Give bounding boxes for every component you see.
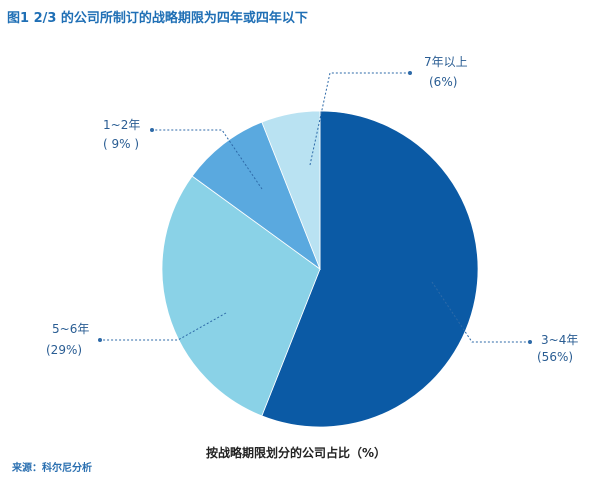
source-note: 来源：科尔尼分析 [11, 461, 92, 474]
slice-label-3-4: 3~4年 [541, 333, 578, 347]
pie-slice-3 [261, 110, 321, 270]
leader-dot-3-4 [528, 340, 532, 344]
slice-label-1-2: 1~2年 [103, 118, 140, 132]
slice-value-7plus: (6%) [429, 75, 457, 89]
leader-dot-7plus [408, 71, 412, 75]
slice-value-5-6: (29%) [46, 343, 82, 357]
pie-slice-2 [191, 121, 321, 271]
pie-slice-1 [161, 175, 321, 417]
slice-label-7plus: 7年以上 [424, 55, 468, 69]
leader-1-2 [152, 129, 263, 190]
leader-dot-5-6 [98, 338, 102, 342]
slice-label-5-6: 5~6年 [52, 322, 89, 336]
leader-3-4 [431, 281, 530, 343]
figure-title: 图1 2/3 的公司所制订的战略期限为四年或四年以下 [7, 11, 308, 26]
slice-value-3-4: (56%) [537, 350, 573, 364]
pie-slice-0 [261, 110, 479, 428]
chart-caption: 按战略期限划分的公司占比（%） [206, 445, 386, 460]
slice-value-1-2: ( 9% ) [103, 137, 139, 151]
pie-slices [161, 110, 479, 428]
leader-dot-1-2 [150, 128, 154, 132]
leader-lines [98, 71, 532, 344]
